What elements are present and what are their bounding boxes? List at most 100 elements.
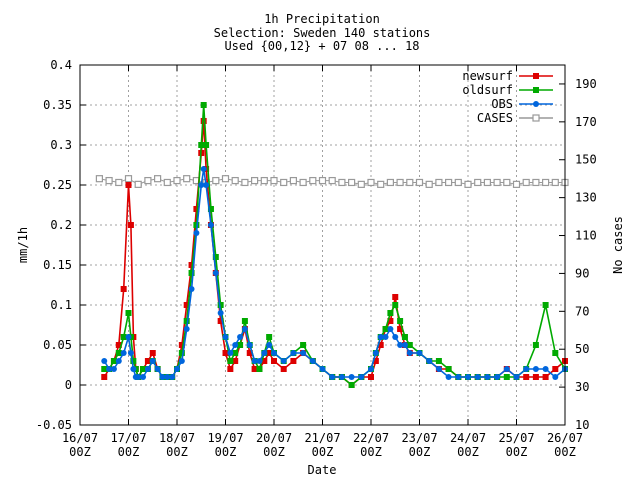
y2-tick-label: 170 xyxy=(575,115,597,129)
y2-axis-ticks: 10 30 50 70 90 110 130 150 170 190 xyxy=(559,77,597,432)
data-point xyxy=(425,180,433,188)
data-point xyxy=(532,342,539,348)
data-point xyxy=(397,326,404,332)
data-point xyxy=(522,178,530,187)
data-point xyxy=(203,182,210,188)
data-point xyxy=(397,318,404,324)
data-point xyxy=(474,178,482,187)
data-point xyxy=(280,178,288,187)
data-point xyxy=(261,358,268,364)
data-point xyxy=(542,374,549,380)
data-point xyxy=(513,374,520,380)
x-axis-ticks: 16/0700Z17/0700Z18/0700Z19/0700Z20/0700Z… xyxy=(62,65,583,459)
data-point xyxy=(368,366,374,372)
data-point xyxy=(338,178,346,187)
data-point xyxy=(338,374,345,380)
y-tick-label: 0.05 xyxy=(43,338,72,352)
data-point xyxy=(523,374,530,380)
y-tick-label: -0.05 xyxy=(36,418,72,432)
title-line-2: Selection: Sweden 140 stations xyxy=(214,26,431,40)
data-point xyxy=(406,178,414,187)
data-point xyxy=(227,366,234,372)
x-axis-label: Date xyxy=(308,463,337,477)
data-point xyxy=(241,326,248,332)
legend-marker xyxy=(533,101,539,107)
data-point xyxy=(130,358,137,364)
data-point xyxy=(159,374,166,380)
data-point xyxy=(271,350,277,356)
legend-item: newsurf xyxy=(462,69,553,83)
data-point xyxy=(260,176,268,185)
y-tick-label: 0.1 xyxy=(50,298,72,312)
data-point xyxy=(183,175,191,183)
data-point xyxy=(368,374,374,380)
data-point xyxy=(445,366,452,372)
data-point xyxy=(251,176,259,185)
x-tick-label: 00Z xyxy=(506,445,528,459)
legend-label: oldsurf xyxy=(462,83,513,97)
data-point xyxy=(309,358,316,364)
data-point xyxy=(140,366,147,372)
x-tick-label: 00Z xyxy=(312,445,334,459)
data-point xyxy=(551,178,559,187)
data-point xyxy=(401,334,408,340)
data-point xyxy=(532,178,540,187)
data-point xyxy=(174,366,180,372)
x-tick-label: 24/07 xyxy=(450,431,486,445)
data-point xyxy=(95,175,104,183)
data-point xyxy=(387,310,394,316)
x-tick-label: 19/07 xyxy=(207,431,243,445)
data-point xyxy=(130,366,137,372)
data-point xyxy=(163,178,171,187)
data-point xyxy=(372,350,379,356)
data-point xyxy=(198,142,205,148)
y2-tick-label: 30 xyxy=(575,380,589,394)
data-point xyxy=(290,358,297,364)
series-cases xyxy=(95,175,569,188)
x-tick-label: 16/07 xyxy=(62,431,98,445)
data-point xyxy=(357,180,365,188)
data-point xyxy=(241,318,248,324)
data-point xyxy=(406,342,413,348)
y-tick-label: 0.2 xyxy=(50,218,72,232)
data-point xyxy=(523,366,530,372)
data-point xyxy=(280,358,287,364)
data-point xyxy=(387,326,394,332)
data-point xyxy=(135,374,142,380)
data-point xyxy=(115,358,122,364)
x-tick-label: 17/07 xyxy=(110,431,146,445)
data-point xyxy=(445,374,452,380)
data-point xyxy=(246,350,253,356)
data-point xyxy=(227,350,234,356)
data-point xyxy=(154,366,161,372)
series-obs xyxy=(101,166,568,380)
data-point xyxy=(105,176,113,185)
data-point xyxy=(183,302,190,308)
legend-label: newsurf xyxy=(462,69,513,83)
data-point xyxy=(270,176,278,185)
y2-axis-label: No cases xyxy=(611,216,625,274)
data-point xyxy=(251,366,258,372)
data-point xyxy=(237,342,244,348)
data-point xyxy=(348,374,355,380)
data-point xyxy=(494,374,501,380)
data-point xyxy=(115,350,122,356)
data-point xyxy=(435,366,442,372)
x-tick-label: 20/07 xyxy=(256,431,292,445)
x-tick-label: 18/07 xyxy=(159,431,195,445)
data-point xyxy=(401,342,408,348)
y2-tick-label: 130 xyxy=(575,191,597,205)
y-tick-label: 0.4 xyxy=(50,58,72,72)
data-point xyxy=(484,374,491,380)
data-point xyxy=(271,358,277,364)
data-point xyxy=(207,222,214,228)
x-tick-label: 00Z xyxy=(166,445,188,459)
data-point xyxy=(300,350,307,356)
data-point xyxy=(127,222,134,228)
data-point xyxy=(266,342,273,348)
data-point xyxy=(212,176,220,185)
data-point xyxy=(154,175,162,183)
data-point xyxy=(144,358,151,364)
data-point xyxy=(367,178,375,187)
